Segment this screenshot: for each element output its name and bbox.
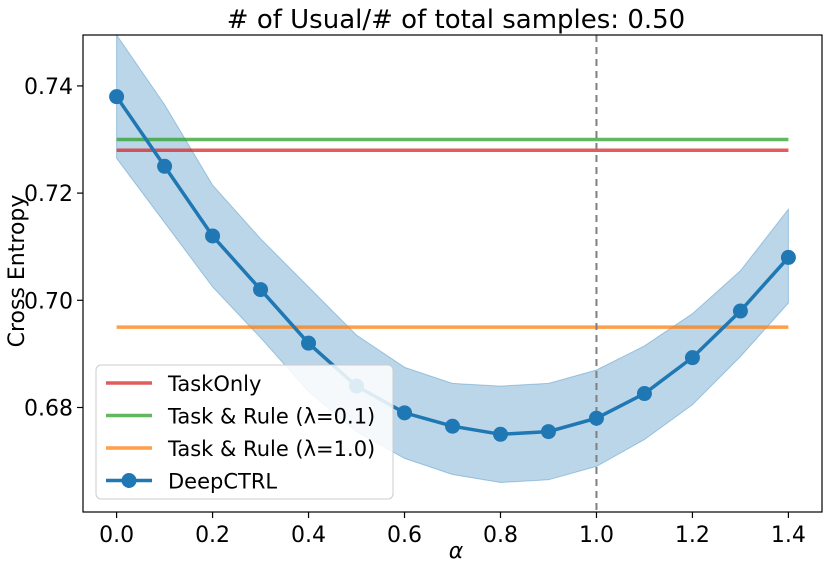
deepctrl-data-point <box>109 89 125 105</box>
x-tick-label: 0.8 <box>483 523 518 548</box>
chart-title: # of Usual/# of total samples: 0.50 <box>227 5 685 35</box>
x-tick-label: 1.4 <box>771 523 806 548</box>
deepctrl-data-point <box>684 350 700 366</box>
x-tick-label: 0.6 <box>387 523 422 548</box>
y-tick-label: 0.70 <box>24 289 73 314</box>
deepctrl-data-point <box>157 158 173 174</box>
deepctrl-data-point <box>636 386 652 402</box>
x-tick-label: 0.0 <box>99 523 134 548</box>
x-tick-label: 1.2 <box>675 523 710 548</box>
y-axis-label: Cross Entropy <box>5 195 30 348</box>
deepctrl-data-point <box>492 426 508 442</box>
x-axis-label: α <box>449 539 464 564</box>
deepctrl-data-point <box>732 303 748 319</box>
y-tick-label: 0.68 <box>24 396 73 421</box>
deepctrl-data-point <box>397 405 413 421</box>
deepctrl-data-point <box>253 282 269 298</box>
y-tick-label: 0.72 <box>24 182 73 207</box>
legend-entry-label: Task & Rule (λ=1.0) <box>167 437 375 461</box>
deepctrl-data-point <box>588 410 604 426</box>
deepctrl-data-point <box>445 418 460 434</box>
legend-entry-label: TaskOnly <box>167 372 261 396</box>
deepctrl-data-point <box>540 424 556 440</box>
x-tick-label: 0.4 <box>291 523 326 548</box>
x-tick-label: 1.0 <box>579 523 614 548</box>
axis-ticks-layer: 0.0 0.2 0.4 0.6 0.8 1.0 1.2 1.4 0.68 0.70 0.72 0.74 <box>24 75 806 548</box>
y-tick-label: 0.74 <box>24 75 73 100</box>
x-tick-label: 0.2 <box>195 523 230 548</box>
legend-box <box>95 364 394 500</box>
deepctrl-data-point <box>205 228 221 244</box>
plot-frame <box>82 34 823 513</box>
deepctrl-data-point <box>780 249 796 265</box>
series-points-layer <box>109 89 796 442</box>
legend-swatch-marker <box>121 473 137 488</box>
deepctrl-data-point <box>301 335 317 351</box>
legend-entry-label: Task & Rule (λ=0.1) <box>167 405 375 429</box>
legend: TaskOnly Task & Rule (λ=0.1) Task & Rule (… <box>95 364 394 500</box>
legend-entry-label: DeepCTRL <box>168 470 277 494</box>
